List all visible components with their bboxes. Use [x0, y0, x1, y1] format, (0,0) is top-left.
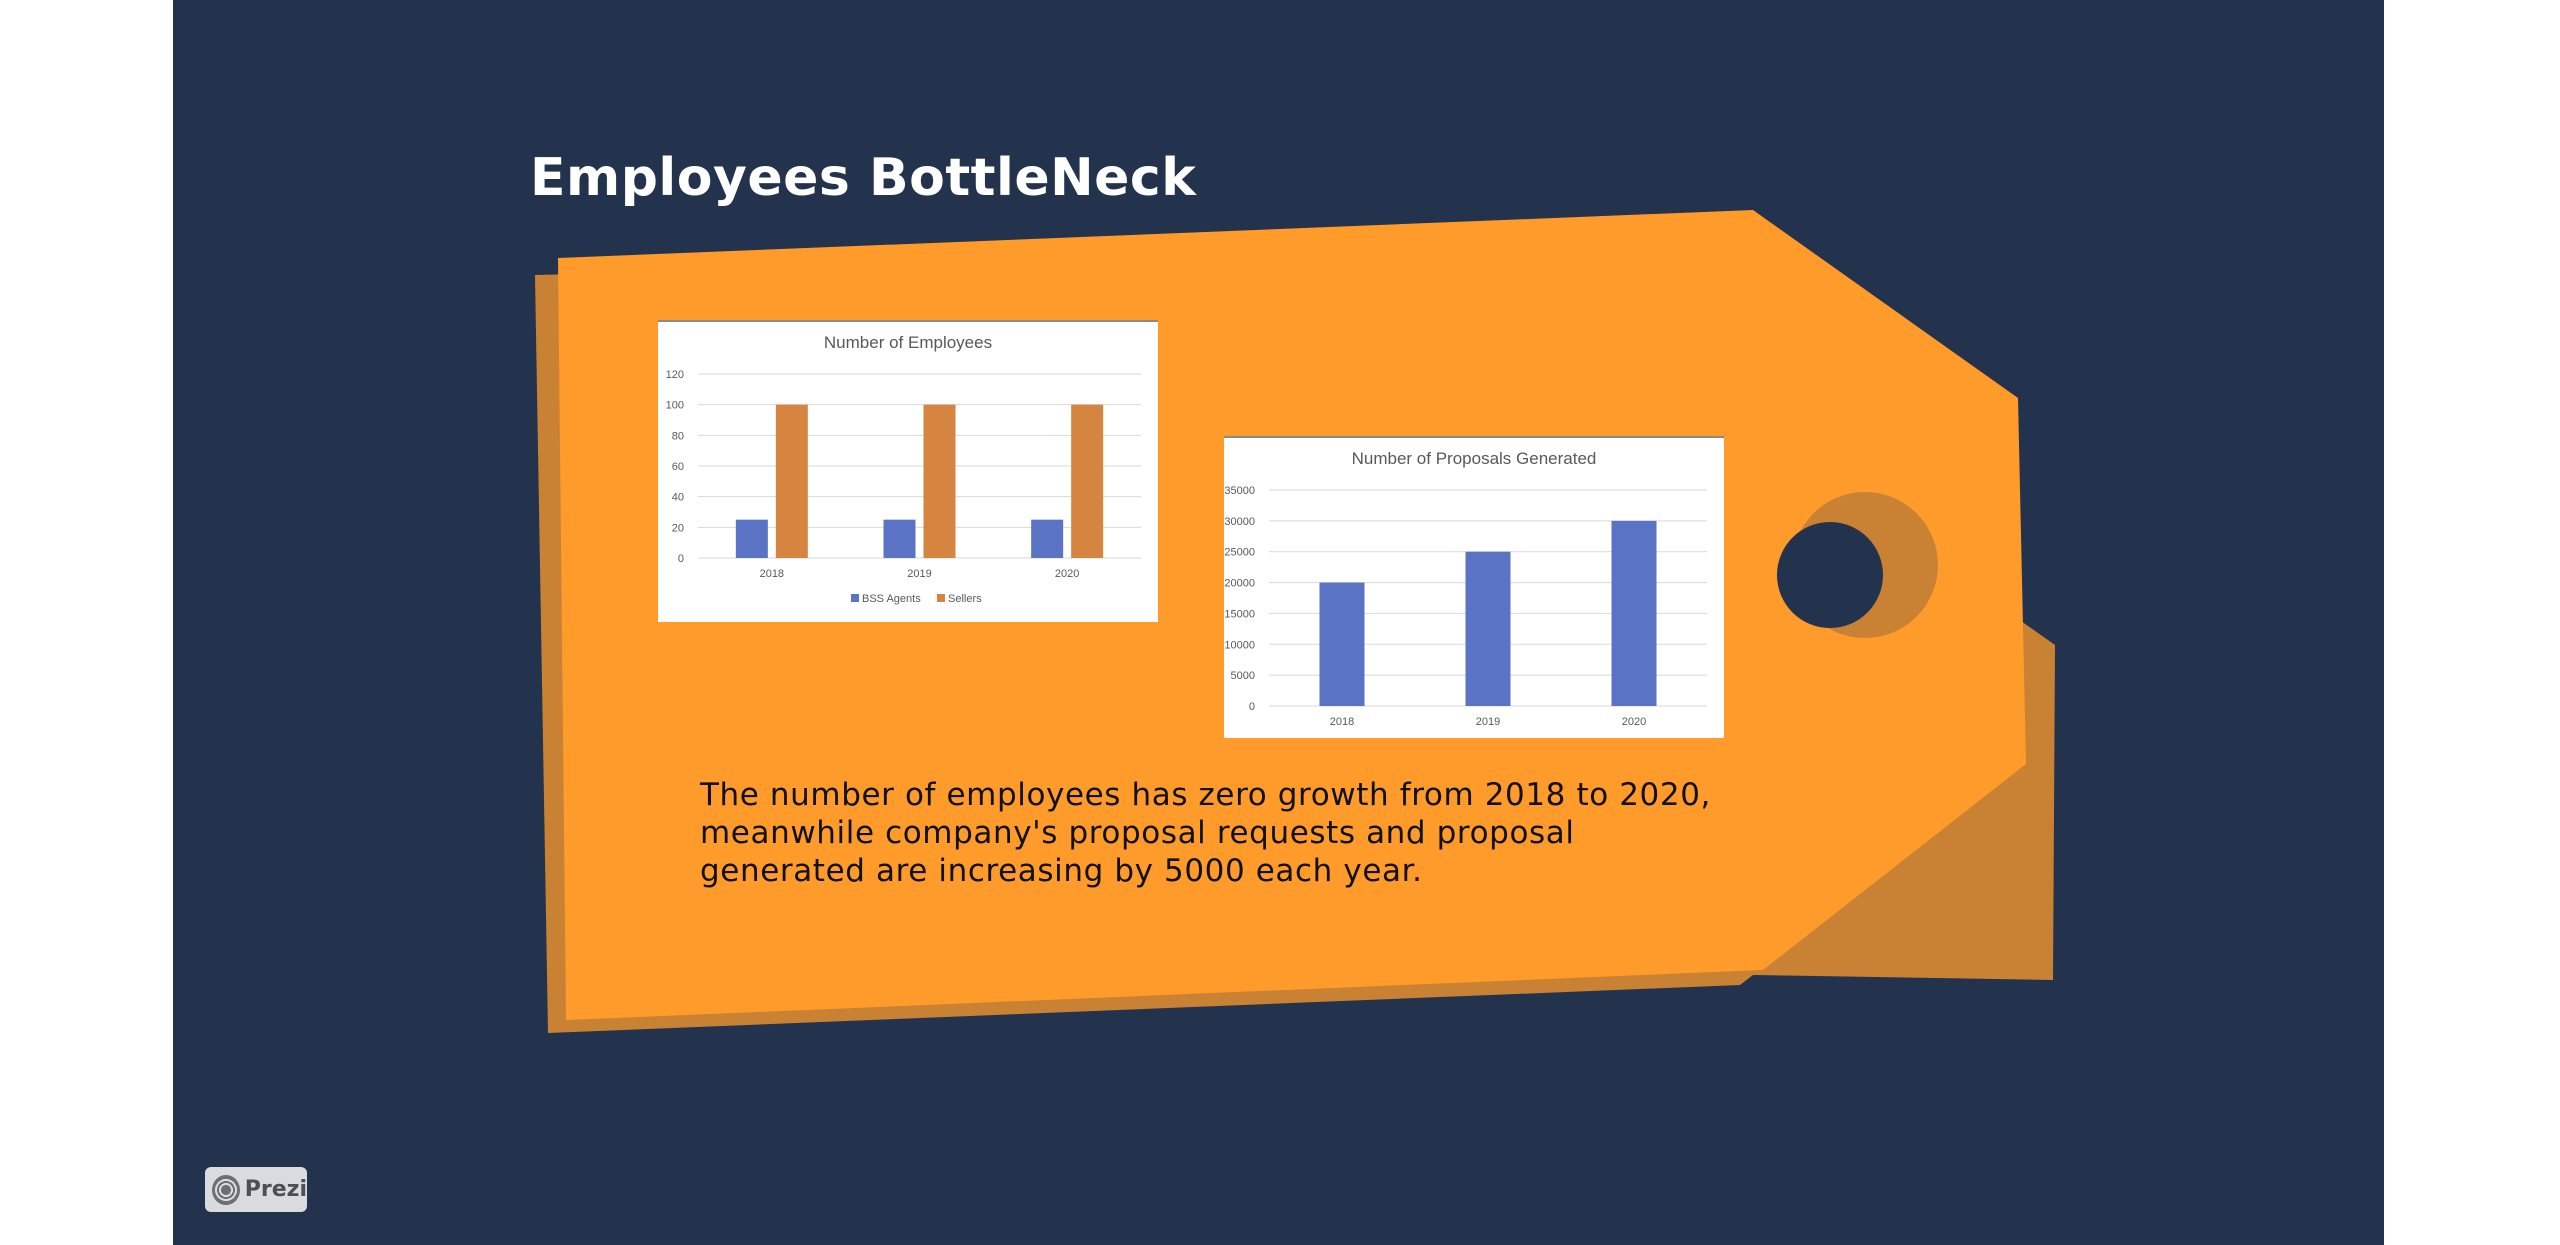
y-tick-label: 30000: [1224, 516, 1255, 528]
bar: [923, 404, 956, 558]
y-tick-label: 10000: [1224, 639, 1255, 651]
bar: [1319, 582, 1365, 706]
y-tick-label: 80: [672, 430, 684, 442]
bar: [1031, 519, 1064, 558]
chart-number-of-proposals: Number of Proposals Generated 0 5000 10000 1…: [1224, 436, 1724, 738]
employees-bar-chart: Number of Employees 0 20 40 60 80 100 120 2018 20…: [666, 333, 1141, 605]
chart-title: Number of Employees: [824, 333, 992, 352]
prezi-label: Prezi: [244, 1177, 307, 1202]
legend-swatch: [851, 594, 859, 602]
x-tick-label: 2018: [1330, 716, 1354, 728]
prezi-logo-icon: [212, 1174, 240, 1205]
y-tick-label: 20: [672, 522, 684, 534]
bar: [1071, 404, 1104, 558]
chart-title: Number of Proposals Generated: [1352, 449, 1597, 468]
y-tick-label: 20000: [1224, 578, 1255, 590]
y-tick-label: 15000: [1224, 608, 1255, 620]
proposals-bar-chart: Number of Proposals Generated 0 5000 10000 1…: [1224, 449, 1707, 728]
y-tick-label: 0: [1249, 701, 1255, 713]
x-tick-label: 2020: [1622, 716, 1646, 728]
y-tick-label: 0: [678, 553, 684, 565]
legend-label: Sellers: [948, 593, 982, 605]
y-tick-label: 60: [672, 461, 684, 473]
tag-hole: [1777, 522, 1883, 628]
y-tick-label: 25000: [1224, 547, 1255, 559]
legend-swatch: [937, 594, 945, 602]
bar: [1611, 520, 1657, 706]
legend-label: BSS Agents: [862, 593, 921, 605]
bar: [883, 519, 916, 558]
bar: [735, 519, 768, 558]
prezi-badge[interactable]: Prezi: [205, 1167, 307, 1212]
slide-title: Employees BottleNeck: [530, 148, 1197, 208]
slide-body-text: The number of employees has zero growth …: [700, 776, 1800, 890]
y-tick-label: 5000: [1231, 670, 1255, 682]
x-tick-label: 2020: [1055, 568, 1079, 580]
bar: [775, 404, 808, 558]
body-line: meanwhile company's proposal requests an…: [700, 815, 1575, 851]
y-tick-label: 100: [666, 400, 684, 412]
y-tick-label: 120: [666, 369, 684, 381]
y-tick-label: 40: [672, 492, 684, 504]
y-tick-label: 35000: [1224, 485, 1255, 497]
chart-number-of-employees: Number of Employees 0 20 40 60 80 100 120 2018 20…: [658, 320, 1158, 622]
bar: [1465, 551, 1511, 706]
x-tick-label: 2019: [907, 568, 931, 580]
body-line: The number of employees has zero growth …: [700, 777, 1711, 813]
body-line: generated are increasing by 5000 each ye…: [700, 853, 1423, 889]
slide-canvas: Employees BottleNeck Number of Employees…: [173, 0, 2384, 1245]
x-tick-label: 2019: [1476, 716, 1500, 728]
x-tick-label: 2018: [760, 568, 784, 580]
